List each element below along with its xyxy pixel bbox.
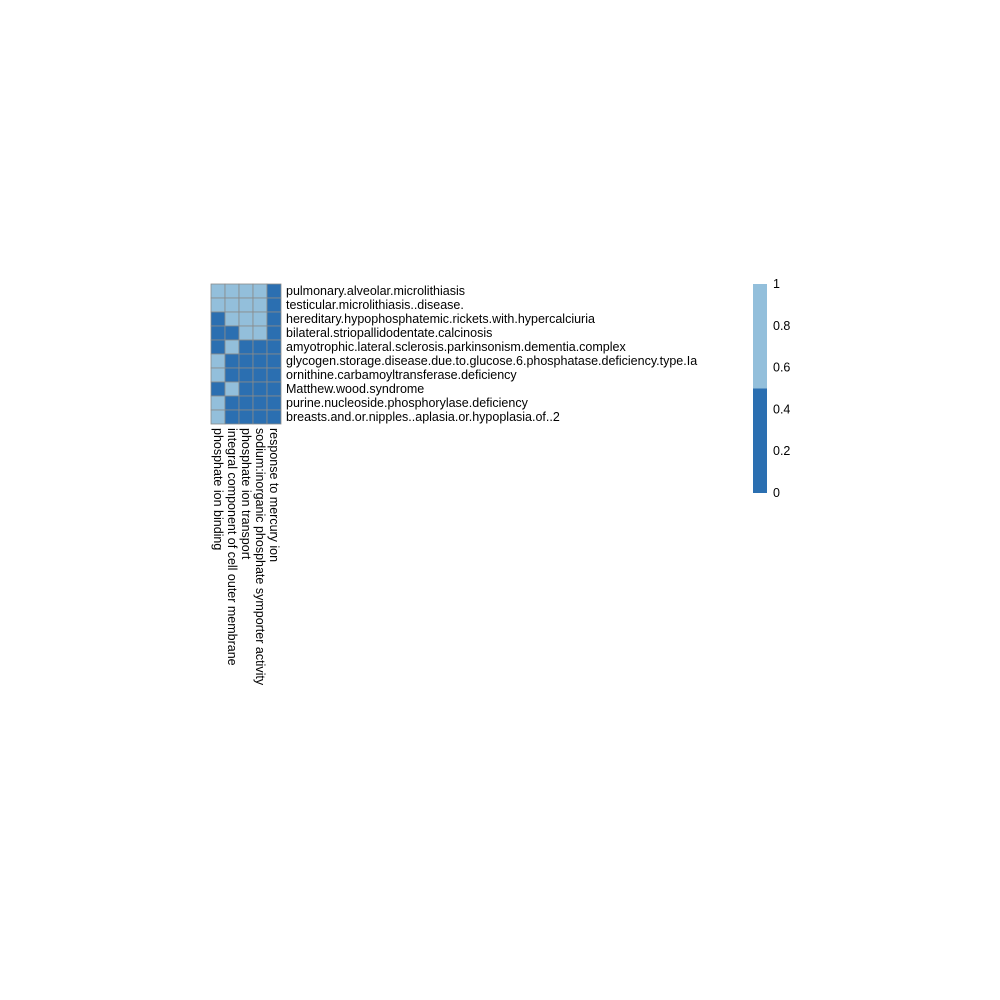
heatmap-cell	[238, 283, 254, 299]
heatmap-cell	[210, 381, 226, 397]
column-label: integral component of cell outer membran…	[225, 428, 239, 666]
heatmap-cell	[252, 339, 268, 355]
heatmap-cell	[210, 395, 226, 411]
heatmap-cell	[238, 339, 254, 355]
heatmap-cell	[224, 283, 240, 299]
legend-tick-label: 0.6	[773, 361, 790, 375]
heatmap-cell	[224, 367, 240, 383]
heatmap-cell	[210, 367, 226, 383]
heatmap-cell	[224, 311, 240, 327]
row-label: Matthew.wood.syndrome	[286, 382, 424, 396]
row-label: breasts.and.or.nipples..aplasia.or.hypop…	[286, 410, 560, 424]
legend-tick-label: 0	[773, 486, 780, 500]
heatmap-cell	[252, 297, 268, 313]
row-label: ornithine.carbamoyltransferase.deficienc…	[286, 368, 517, 382]
heatmap-cell	[238, 409, 254, 425]
row-label: testicular.microlithiasis..disease.	[286, 298, 464, 312]
heatmap-cell	[238, 297, 254, 313]
heatmap-cell	[252, 395, 268, 411]
row-label: pulmonary.alveolar.microlithiasis	[286, 284, 465, 298]
heatmap-cell	[252, 367, 268, 383]
heatmap-cell	[210, 283, 226, 299]
heatmap-cell	[210, 409, 226, 425]
heatmap-cell	[252, 353, 268, 369]
row-label: hereditary.hypophosphatemic.rickets.with…	[286, 312, 595, 326]
heatmap-cell	[252, 311, 268, 327]
heatmap-cell	[252, 381, 268, 397]
heatmap-cell	[252, 283, 268, 299]
heatmap-cell	[224, 339, 240, 355]
heatmap-cell	[210, 353, 226, 369]
heatmap-cell	[266, 409, 282, 425]
legend-high-segment	[753, 284, 767, 389]
row-label: glycogen.storage.disease.due.to.glucose.…	[286, 354, 697, 368]
heatmap-cell	[224, 325, 240, 341]
heatmap-cell	[210, 297, 226, 313]
heatmap-cell	[238, 325, 254, 341]
heatmap-cell	[210, 339, 226, 355]
row-label: amyotrophic.lateral.sclerosis.parkinsoni…	[286, 340, 626, 354]
legend-tick-label: 0.2	[773, 444, 790, 458]
row-label: bilateral.striopallidodentate.calcinosis	[286, 326, 492, 340]
heatmap-cell	[210, 311, 226, 327]
row-label: purine.nucleoside.phosphorylase.deficien…	[286, 396, 529, 410]
heatmap-cell	[266, 311, 282, 327]
heatmap-cell	[224, 409, 240, 425]
heatmap-cell	[266, 339, 282, 355]
heatmap-cells	[210, 283, 282, 425]
column-label: phosphate ion transport	[239, 428, 253, 560]
heatmap-cell	[224, 297, 240, 313]
heatmap-cell	[238, 381, 254, 397]
heatmap-cell	[238, 353, 254, 369]
heatmap-cell	[266, 381, 282, 397]
heatmap-cell	[266, 297, 282, 313]
heatmap-cell	[266, 283, 282, 299]
heatmap-cell	[238, 311, 254, 327]
heatmap-cell	[210, 325, 226, 341]
heatmap-cell	[266, 353, 282, 369]
heatmap-cell	[266, 325, 282, 341]
legend-tick-labels: 0 0.2 0.4 0.6 0.8 1	[773, 277, 790, 500]
column-label: phosphate ion binding	[211, 428, 225, 550]
heatmap-cell	[224, 353, 240, 369]
column-labels: phosphate ion binding integral component …	[211, 428, 281, 686]
column-label: response to mercury ion	[267, 428, 281, 562]
legend-tick-label: 0.8	[773, 319, 790, 333]
heatmap-cell	[266, 367, 282, 383]
heatmap-cell	[238, 367, 254, 383]
row-labels: pulmonary.alveolar.microlithiasistesticu…	[286, 284, 697, 424]
color-legend: 0 0.2 0.4 0.6 0.8 1	[753, 277, 790, 500]
heatmap-cell	[238, 395, 254, 411]
heatmap-cell	[224, 395, 240, 411]
heatmap-cell	[224, 381, 240, 397]
heatmap-cell	[252, 325, 268, 341]
heatmap-cell	[252, 409, 268, 425]
column-label: sodium:inorganic phosphate symporter act…	[253, 428, 267, 686]
legend-low-segment	[753, 388, 767, 493]
heatmap-cell	[266, 395, 282, 411]
legend-tick-label: 1	[773, 277, 780, 291]
legend-tick-label: 0.4	[773, 402, 790, 416]
